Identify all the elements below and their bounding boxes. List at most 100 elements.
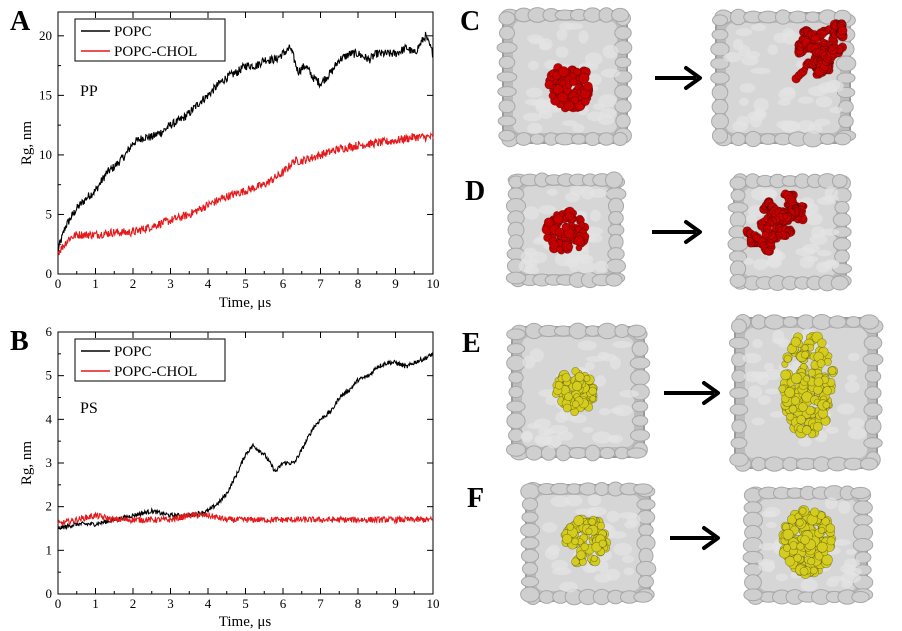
- lipid-bead: [831, 173, 848, 189]
- protein-bead: [822, 386, 832, 396]
- lipid-bead: [727, 236, 749, 252]
- panel-label-d: D: [465, 176, 485, 207]
- lipid-texture: [798, 437, 812, 447]
- lipid-texture: [538, 427, 552, 436]
- chart-b-ylabel: Rg, nm: [19, 441, 35, 486]
- lipid-bead: [571, 133, 587, 145]
- panel-label-b: B: [10, 326, 29, 357]
- lipid-bead: [496, 71, 518, 83]
- protein-e-after: [778, 331, 839, 439]
- lipid-bead: [597, 322, 618, 340]
- protein-bead: [783, 354, 792, 363]
- lipid-texture: [797, 96, 814, 104]
- protein-bead: [803, 375, 811, 383]
- lipid-texture: [735, 28, 753, 37]
- y-tick-label: 5: [46, 206, 53, 221]
- chart-b-legend-box: [74, 338, 226, 382]
- lipid-bead: [598, 132, 615, 146]
- protein-bead: [821, 517, 830, 526]
- lipid-texture: [542, 522, 558, 533]
- lipid-bead: [836, 72, 856, 84]
- lipid-bead: [505, 271, 527, 285]
- protein-bead: [786, 412, 795, 421]
- protein-bead: [807, 368, 816, 377]
- chart-a-legend-box: [74, 18, 226, 62]
- protein-bead: [784, 387, 796, 398]
- lipid-bead: [864, 370, 882, 383]
- lipid-bead: [853, 514, 873, 527]
- arrow-c: [655, 66, 702, 90]
- lipid-bead: [845, 316, 861, 328]
- lipid-bead: [710, 71, 730, 85]
- lipid-texture: [723, 52, 742, 63]
- lipid-texture: [586, 507, 599, 518]
- lipid-bead: [838, 99, 854, 114]
- lipid-texture: [526, 34, 544, 43]
- lipid-bead: [515, 132, 532, 146]
- lipid-bead: [828, 315, 847, 329]
- lipid-bead: [764, 456, 785, 472]
- protein-bead: [564, 392, 573, 402]
- protein-bead: [805, 405, 815, 416]
- lipid-bead: [854, 551, 872, 564]
- protein-bead: [817, 511, 826, 520]
- lipid-texture: [594, 260, 609, 273]
- lipid-texture: [612, 340, 632, 349]
- lipid-texture: [753, 258, 769, 271]
- lipid-bead: [730, 189, 746, 202]
- lipid-texture: [824, 497, 838, 510]
- lipid-bead: [521, 561, 539, 576]
- lipid-bead: [782, 456, 799, 472]
- lipid-bead: [521, 511, 539, 523]
- protein-bead: [838, 25, 848, 36]
- lipid-texture: [522, 112, 542, 122]
- protein-bead: [573, 515, 585, 526]
- protein-bead: [796, 542, 805, 551]
- lipid-texture: [847, 352, 860, 362]
- lipid-bead: [614, 99, 632, 114]
- lipid-bead: [638, 523, 654, 537]
- x-tick-label: 7: [317, 596, 324, 611]
- protein-bead: [778, 384, 787, 393]
- lipid-texture: [587, 494, 602, 507]
- protein-bead: [588, 517, 596, 526]
- lipid-texture: [815, 96, 833, 108]
- lipid-bead: [729, 452, 749, 467]
- protein-bead: [549, 240, 559, 250]
- protein-bead: [565, 211, 574, 221]
- lipid-bead: [630, 369, 650, 386]
- lipid-texture: [739, 83, 756, 93]
- lipid-texture: [825, 426, 839, 434]
- lipid-texture: [607, 435, 620, 443]
- x-tick-label: 4: [205, 596, 212, 611]
- lipid-bead: [788, 10, 808, 24]
- protein-d-after: [742, 189, 808, 256]
- lipid-bead: [498, 55, 516, 69]
- lipid-texture: [843, 558, 860, 568]
- lipid-texture: [556, 29, 568, 41]
- protein-bead: [583, 81, 593, 92]
- lipid-bead: [612, 131, 628, 147]
- lipid-texture: [618, 512, 638, 519]
- x-tick-label: 2: [130, 596, 137, 611]
- protein-bead: [790, 336, 801, 347]
- lipid-texture: [590, 209, 601, 222]
- lipid-bead: [763, 314, 785, 330]
- lipid-bead: [731, 369, 747, 384]
- protein-c-before: [544, 63, 594, 113]
- y-tick-label: 10: [39, 147, 52, 162]
- lipid-bead: [835, 55, 857, 72]
- protein-bead: [810, 507, 820, 517]
- lipid-texture: [758, 560, 776, 572]
- x-tick-label: 10: [427, 596, 440, 611]
- x-tick-label: 0: [55, 276, 62, 291]
- lipid-texture: [585, 355, 605, 363]
- lipid-bead: [508, 385, 524, 399]
- protein-bead: [783, 543, 791, 552]
- x-tick-label: 6: [280, 276, 287, 291]
- protein-bead: [552, 84, 564, 95]
- lipid-bead: [731, 419, 747, 434]
- x-tick-label: 5: [242, 276, 249, 291]
- lipid-texture: [747, 111, 767, 121]
- chart-a-series: [57, 31, 434, 256]
